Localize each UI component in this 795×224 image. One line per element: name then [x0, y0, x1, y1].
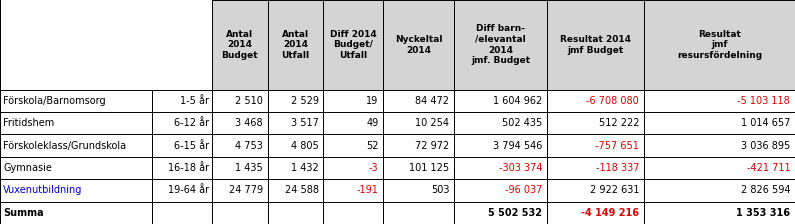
Text: Summa: Summa — [3, 208, 44, 218]
Text: -96 037: -96 037 — [505, 185, 542, 195]
Text: -6 708 080: -6 708 080 — [587, 96, 639, 106]
Text: Antal
2014
Utfall: Antal 2014 Utfall — [281, 30, 309, 60]
Text: Resultat
jmf
resursfördelning: Resultat jmf resursfördelning — [677, 30, 762, 60]
Text: -4 149 216: -4 149 216 — [581, 208, 639, 218]
Text: -191: -191 — [357, 185, 378, 195]
Text: 24 588: 24 588 — [285, 185, 319, 195]
Text: 5 502 532: 5 502 532 — [488, 208, 542, 218]
Text: Nyckeltal
2014: Nyckeltal 2014 — [395, 35, 443, 55]
Text: -5 103 118: -5 103 118 — [738, 96, 790, 106]
Text: 2 510: 2 510 — [235, 96, 263, 106]
Text: 19: 19 — [366, 96, 378, 106]
Text: Diff 2014
Budget/
Utfall: Diff 2014 Budget/ Utfall — [330, 30, 377, 60]
Text: 1 435: 1 435 — [235, 163, 263, 173]
Text: 2 826 594: 2 826 594 — [741, 185, 790, 195]
Bar — [268, 0, 324, 90]
Text: 49: 49 — [366, 118, 378, 128]
Text: -757 651: -757 651 — [595, 141, 639, 151]
Text: Förskola/Barnomsorg: Förskola/Barnomsorg — [3, 96, 106, 106]
Bar — [547, 0, 644, 90]
Text: -421 711: -421 711 — [747, 163, 790, 173]
Text: 3 468: 3 468 — [235, 118, 263, 128]
Text: 1 353 316: 1 353 316 — [736, 208, 790, 218]
Text: 1 432: 1 432 — [291, 163, 319, 173]
Text: 6-12 år: 6-12 år — [173, 118, 209, 128]
Text: Förskoleklass/Grundskola: Förskoleklass/Grundskola — [3, 141, 126, 151]
Text: Vuxenutbildning: Vuxenutbildning — [3, 185, 83, 195]
Text: 1 014 657: 1 014 657 — [741, 118, 790, 128]
Text: 84 472: 84 472 — [415, 96, 449, 106]
Text: Antal
2014
Budget: Antal 2014 Budget — [222, 30, 258, 60]
Text: 3 794 546: 3 794 546 — [493, 141, 542, 151]
Text: 24 779: 24 779 — [229, 185, 263, 195]
Bar — [383, 0, 454, 90]
Bar — [324, 0, 383, 90]
Text: 72 972: 72 972 — [415, 141, 449, 151]
Text: 4 805: 4 805 — [291, 141, 319, 151]
Text: 1 604 962: 1 604 962 — [493, 96, 542, 106]
Text: 16-18 år: 16-18 år — [168, 163, 209, 173]
Text: Fritidshem: Fritidshem — [3, 118, 54, 128]
Text: 10 254: 10 254 — [415, 118, 449, 128]
Text: Diff barn-
/elevantal
2014
jmf. Budget: Diff barn- /elevantal 2014 jmf. Budget — [471, 24, 530, 65]
Text: 4 753: 4 753 — [235, 141, 263, 151]
Text: 3 036 895: 3 036 895 — [741, 141, 790, 151]
Text: Gymnasie: Gymnasie — [3, 163, 52, 173]
Text: 512 222: 512 222 — [599, 118, 639, 128]
Text: Resultat 2014
jmf Budget: Resultat 2014 jmf Budget — [560, 35, 631, 55]
Text: 19-64 år: 19-64 år — [168, 185, 209, 195]
Text: 6-15 år: 6-15 år — [173, 141, 209, 151]
Text: -3: -3 — [369, 163, 378, 173]
Text: 101 125: 101 125 — [409, 163, 449, 173]
Text: 1-5 år: 1-5 år — [180, 96, 209, 106]
Text: 3 517: 3 517 — [291, 118, 319, 128]
Bar — [644, 0, 795, 90]
Bar — [212, 0, 268, 90]
Text: -303 374: -303 374 — [498, 163, 542, 173]
Text: 2 922 631: 2 922 631 — [590, 185, 639, 195]
Text: 502 435: 502 435 — [502, 118, 542, 128]
Text: 52: 52 — [366, 141, 378, 151]
Bar — [454, 0, 547, 90]
Text: -118 337: -118 337 — [595, 163, 639, 173]
Text: 503: 503 — [431, 185, 449, 195]
Text: 2 529: 2 529 — [290, 96, 319, 106]
